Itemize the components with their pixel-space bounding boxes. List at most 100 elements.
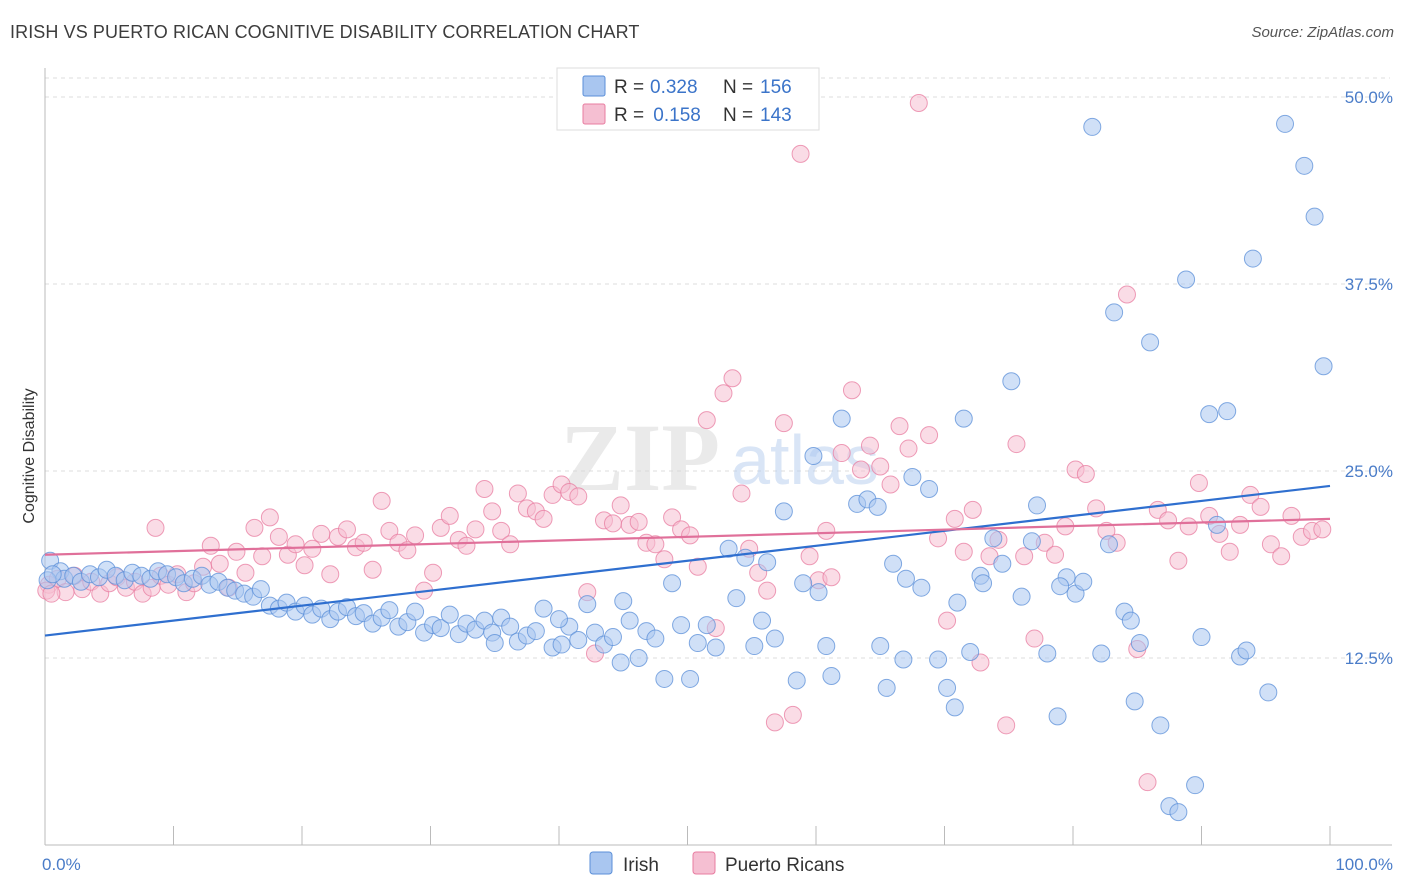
x-tick-label-0: 0.0% [42, 855, 81, 874]
irish-point-96 [884, 554, 903, 573]
legend-pr-r-value: 0.158 [648, 105, 701, 126]
chart-source: Source: ZipAtlas.com [1251, 24, 1394, 41]
irish-point-129 [1177, 270, 1196, 289]
puerto-rican-point-43 [398, 541, 417, 560]
puerto-rican-point-41 [380, 521, 399, 540]
puerto-rican-point-67 [603, 514, 622, 533]
puerto-rican-point-86 [765, 713, 784, 732]
irish-point-151 [1051, 577, 1070, 596]
irish-point-133 [1207, 515, 1226, 534]
legend-irish-n-value: 156 [760, 77, 792, 98]
puerto-rican-point-47 [431, 518, 450, 537]
puerto-rican-point-76 [681, 526, 700, 545]
puerto-rican-point-102 [909, 93, 928, 112]
x-tick-label-1: 100.0% [1335, 855, 1393, 874]
irish-point-125 [1141, 333, 1160, 352]
puerto-rican-point-100 [890, 417, 909, 436]
puerto-rican-point-44 [406, 526, 425, 545]
irish-point-90 [822, 666, 841, 685]
y-tick-label-3: 50.0% [1345, 88, 1393, 107]
irish-point-80 [727, 589, 746, 608]
irish-point-147 [974, 574, 993, 593]
puerto-rican-point-92 [817, 521, 836, 540]
irish-point-113 [1038, 644, 1057, 663]
puerto-rican-point-87 [774, 414, 793, 433]
irish-point-58 [534, 599, 553, 618]
irish-point-112 [1028, 496, 1047, 515]
puerto-rican-point-78 [697, 411, 716, 430]
irish-point-78 [706, 638, 725, 657]
irish-point-64 [585, 623, 604, 642]
irish-point-43 [406, 602, 425, 621]
irish-point-140 [1305, 207, 1324, 226]
watermark: ZIP atlas [560, 404, 879, 511]
legend-irish-n-label: N = [723, 77, 753, 98]
irish-point-98 [903, 467, 922, 486]
puerto-rican-point-94 [832, 444, 851, 463]
puerto-rican-point-93 [822, 568, 841, 587]
irish-point-25 [251, 580, 270, 599]
bottom-legend-pr-swatch [692, 851, 716, 875]
puerto-rican-point-88 [783, 705, 802, 724]
puerto-rican-point-20 [201, 536, 220, 555]
puerto-rican-point-50 [457, 536, 476, 555]
legend-irish-r-value: 0.328 [650, 77, 698, 98]
irish-point-134 [1218, 402, 1237, 421]
irish-point-132 [1200, 405, 1219, 424]
irish-point-66 [603, 628, 622, 647]
irish-point-91 [832, 409, 851, 428]
puerto-rican-point-81 [723, 369, 742, 388]
puerto-rican-point-131 [1189, 473, 1208, 492]
puerto-rican-point-95 [842, 381, 861, 400]
puerto-rican-point-89 [791, 144, 810, 163]
puerto-rican-point-77 [688, 557, 707, 576]
puerto-rican-point-143 [1313, 520, 1332, 539]
puerto-rican-point-74 [663, 508, 682, 527]
irish-point-110 [1012, 587, 1031, 606]
irish-point-105 [961, 643, 980, 662]
puerto-rican-point-97 [860, 436, 879, 455]
irish-point-94 [868, 497, 887, 516]
puerto-rican-point-72 [646, 535, 665, 554]
irish-point-108 [993, 554, 1012, 573]
puerto-rican-point-55 [501, 535, 520, 554]
puerto-rican-point-32 [303, 539, 322, 558]
irish-point-146 [614, 592, 633, 611]
puerto-rican-point-82 [732, 484, 751, 503]
series-legend: Irish Puerto Ricans [589, 851, 844, 876]
y-tick-label-2: 37.5% [1345, 275, 1393, 294]
puerto-rican-point-54 [492, 521, 511, 540]
legend-pr-swatch [582, 103, 606, 125]
puerto-rican-point-21 [210, 554, 229, 573]
irish-point-101 [929, 650, 948, 669]
puerto-rican-point-117 [1046, 545, 1065, 564]
irish-points [38, 114, 1333, 822]
irish-point-54 [501, 617, 520, 636]
irish-point-100 [920, 479, 939, 498]
irish-point-109 [1002, 372, 1021, 391]
puerto-rican-point-85 [758, 581, 777, 600]
puerto-rican-point-31 [295, 556, 314, 575]
trend-lines [44, 484, 1331, 637]
puerto-rican-point-126 [1138, 773, 1157, 792]
irish-point-82 [745, 637, 764, 656]
chart-title: IRISH VS PUERTO RICAN COGNITIVE DISABILI… [10, 22, 640, 42]
puerto-rican-point-13 [146, 518, 165, 537]
irish-point-120 [1099, 535, 1118, 554]
puerto-rican-point-53 [483, 502, 502, 521]
y-tick-label-1: 25.0% [1345, 462, 1393, 481]
puerto-rican-point-90 [800, 547, 819, 566]
irish-point-67 [611, 653, 630, 672]
irish-point-123 [1125, 692, 1144, 711]
legend-irish-r-label: R = [614, 77, 644, 98]
irish-point-97 [894, 650, 913, 669]
irish-point-141 [1314, 357, 1333, 376]
puerto-rican-point-27 [260, 508, 279, 527]
watermark-atlas: atlas [731, 421, 879, 499]
irish-point-86 [787, 671, 806, 690]
bottom-legend-irish-label: Irish [623, 855, 659, 876]
axes [44, 68, 1392, 846]
puerto-rican-point-112 [997, 716, 1016, 735]
puerto-rican-point-98 [871, 457, 890, 476]
puerto-rican-point-96 [851, 460, 870, 479]
